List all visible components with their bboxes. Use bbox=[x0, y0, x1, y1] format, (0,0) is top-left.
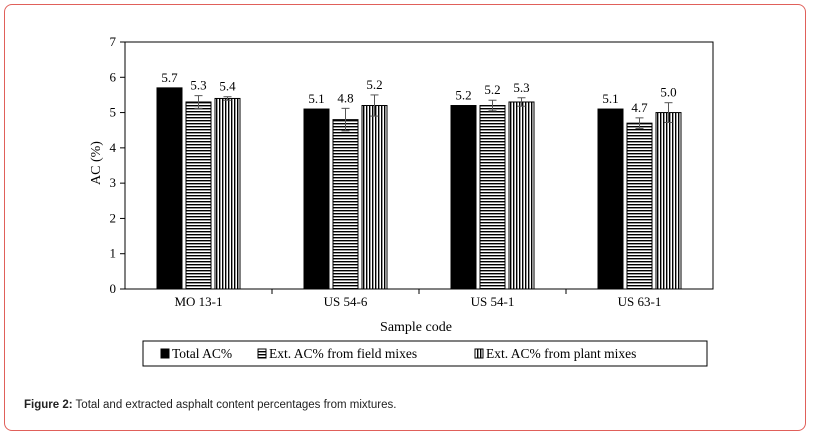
y-axis-label: AC (%) bbox=[89, 141, 104, 185]
y-tick-label: 3 bbox=[110, 175, 117, 190]
bar bbox=[655, 112, 682, 290]
bar bbox=[332, 119, 359, 290]
legend-box bbox=[142, 340, 708, 367]
bar bbox=[361, 105, 388, 290]
x-tick-label: MO 13-1 bbox=[174, 294, 222, 309]
x-tick-label: US 54-6 bbox=[324, 294, 368, 309]
bar bbox=[597, 108, 624, 290]
bar bbox=[214, 97, 241, 290]
data-label: 5.2 bbox=[484, 82, 500, 97]
caption-label: Figure 2: bbox=[24, 399, 73, 411]
bar bbox=[156, 87, 183, 290]
legend-label: Total AC% bbox=[172, 346, 232, 361]
x-axis-label: Sample code bbox=[380, 320, 452, 335]
data-label: 5.1 bbox=[308, 91, 324, 106]
legend-label: Ext. AC% from plant mixes bbox=[486, 346, 636, 361]
bar bbox=[508, 101, 535, 290]
x-tick-label: US 54-1 bbox=[471, 294, 515, 309]
bar bbox=[626, 122, 653, 290]
data-label: 5.7 bbox=[161, 70, 178, 85]
y-tick-label: 7 bbox=[110, 34, 117, 49]
plot-area-border bbox=[124, 41, 714, 290]
bar bbox=[303, 108, 330, 290]
figure-caption: Figure 2: Total and extracted asphalt co… bbox=[24, 399, 396, 411]
data-label: 5.4 bbox=[219, 79, 236, 94]
data-label: 4.7 bbox=[631, 100, 648, 115]
legend-label: Ext. AC% from field mixes bbox=[269, 346, 417, 361]
y-tick-label: 0 bbox=[110, 281, 117, 296]
y-tick-label: 2 bbox=[110, 210, 117, 225]
data-label: 5.2 bbox=[455, 88, 471, 103]
data-label: 5.3 bbox=[513, 80, 529, 95]
legend-swatch bbox=[257, 348, 267, 359]
y-tick-label: 5 bbox=[110, 105, 117, 120]
y-tick-label: 1 bbox=[110, 246, 117, 261]
x-tick-label: US 63-1 bbox=[618, 294, 662, 309]
bar bbox=[479, 105, 506, 290]
data-label: 4.8 bbox=[337, 90, 353, 105]
bar bbox=[450, 105, 477, 290]
data-label: 5.0 bbox=[660, 85, 676, 100]
data-label: 5.3 bbox=[190, 78, 206, 93]
bar-chart: AC (%) Sample code 0 1 2 3 4 5 6 7 MO 13-1 5.7 5.3… bbox=[89, 34, 714, 367]
y-tick-label: 6 bbox=[110, 69, 117, 84]
data-label: 5.2 bbox=[366, 77, 382, 92]
data-label: 5.1 bbox=[602, 91, 618, 106]
bar bbox=[185, 101, 212, 290]
caption-text: Total and extracted asphalt content perc… bbox=[72, 399, 397, 411]
legend-swatch bbox=[474, 348, 484, 359]
y-tick-label: 4 bbox=[110, 140, 117, 155]
legend-swatch bbox=[160, 348, 170, 359]
